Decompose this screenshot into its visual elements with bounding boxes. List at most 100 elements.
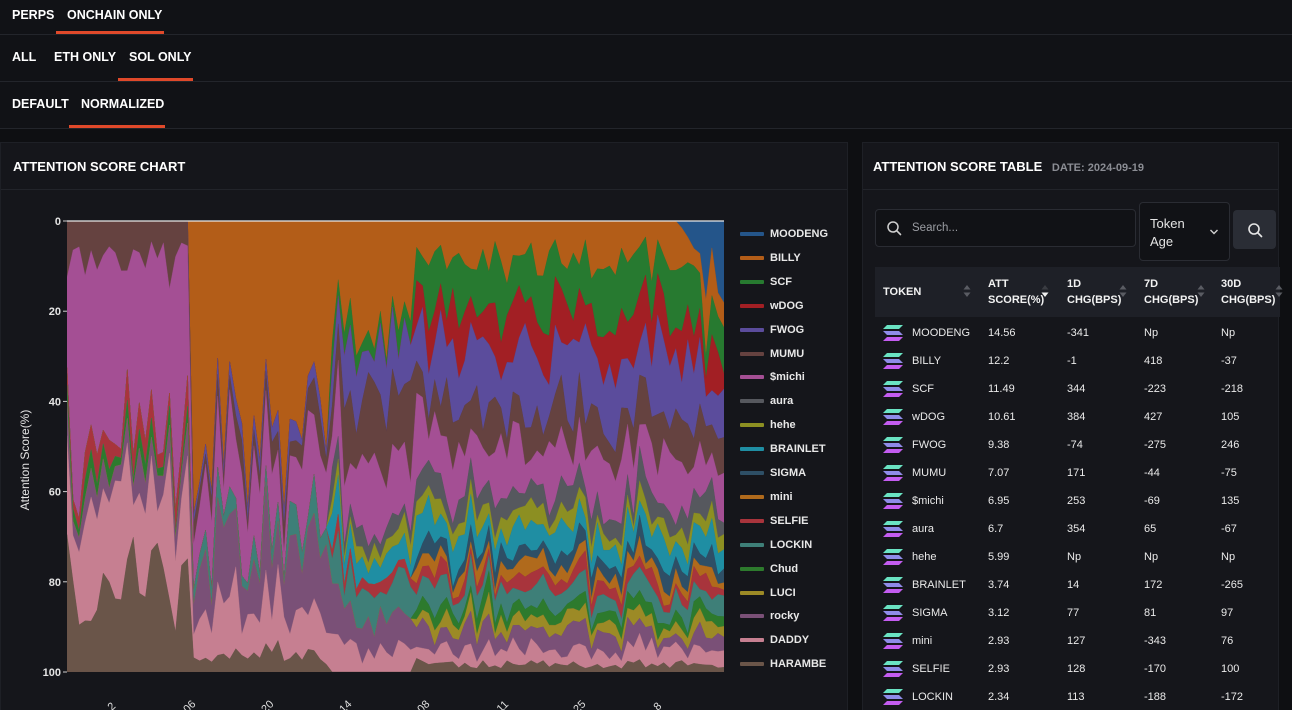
token-age-label: Token Age — [1150, 216, 1185, 249]
table-row[interactable]: $michi 6.95 253 -69 135 — [875, 487, 1280, 515]
solana-icon — [883, 661, 903, 677]
search-input[interactable] — [912, 222, 1112, 234]
att-score-cell: 10.61 — [988, 411, 1016, 423]
sort-icon[interactable] — [1197, 284, 1205, 298]
table-row[interactable]: aura 6.7 354 65 -67 — [875, 515, 1280, 543]
solana-icon — [883, 521, 903, 537]
chg-7d-cell: -188 — [1144, 691, 1167, 703]
legend-swatch — [740, 279, 764, 284]
legend-item[interactable]: Chud — [740, 561, 798, 577]
tab-chain-all[interactable]: ALL — [12, 35, 36, 81]
legend-label: HARAMBE — [770, 658, 827, 671]
legend-label: LOCKIN — [770, 538, 813, 551]
token-age-select[interactable]: Token Age — [1139, 202, 1230, 261]
tab-market-perps[interactable]: PERPS — [12, 0, 54, 34]
token-name[interactable]: BRAINLET — [912, 579, 966, 591]
sort-icon[interactable] — [1275, 284, 1283, 298]
sort-icon[interactable] — [963, 284, 971, 298]
legend-item[interactable]: wDOG — [740, 298, 804, 314]
legend-item[interactable]: FWOG — [740, 322, 804, 338]
table-row[interactable]: MUMU 7.07 171 -44 -75 — [875, 459, 1280, 487]
token-name[interactable]: SCF — [912, 383, 934, 395]
solana-icon — [883, 409, 903, 425]
tab-label: SOL ONLY — [129, 50, 192, 64]
chg-30d-cell: -75 — [1221, 467, 1237, 479]
legend-item[interactable]: HARAMBE — [740, 656, 826, 672]
chg-7d-cell: -275 — [1144, 439, 1167, 451]
solana-icon — [883, 577, 903, 593]
table-row[interactable]: SELFIE 2.93 128 -170 100 — [875, 655, 1280, 683]
chg-30d-cell: 97 — [1221, 607, 1234, 619]
tab-market-onchain-only[interactable]: ONCHAIN ONLY — [55, 0, 165, 34]
token-name[interactable]: hehe — [912, 551, 937, 563]
search-icon — [887, 221, 902, 236]
legend-item[interactable]: MOODENG — [740, 226, 828, 242]
y-tick-label: 0 — [55, 216, 61, 228]
legend-item[interactable]: SIGMA — [740, 465, 806, 481]
table-row[interactable]: MOODENG 14.56 -341 Np Np — [875, 319, 1280, 347]
x-tick-label: 11 — [495, 699, 512, 710]
legend-item[interactable]: hehe — [740, 417, 796, 433]
x-tick-label: 8 — [651, 700, 664, 710]
token-name[interactable]: wDOG — [912, 411, 945, 423]
chg-1d-cell: 171 — [1067, 467, 1086, 479]
column-header-token[interactable]: TOKEN — [883, 267, 943, 317]
legend-item[interactable]: BILLY — [740, 250, 801, 266]
token-name[interactable]: $michi — [912, 495, 944, 507]
tab-view-normalized[interactable]: NORMALIZED — [68, 82, 166, 128]
legend-item[interactable]: MUMU — [740, 346, 804, 362]
search-button[interactable] — [1233, 210, 1276, 249]
token-name[interactable]: SELFIE — [912, 663, 950, 675]
legend-item[interactable]: BRAINLET — [740, 441, 826, 457]
table-row[interactable]: SIGMA 3.12 77 81 97 — [875, 599, 1280, 627]
column-header-1d-chg-bps[interactable]: 1D CHG(BPS) — [1067, 267, 1129, 317]
legend-item[interactable]: $michi — [740, 369, 805, 385]
search-icon — [1247, 222, 1262, 237]
column-header-30d-chg-bps[interactable]: 30D CHG(BPS) — [1221, 267, 1283, 317]
token-name[interactable]: MUMU — [912, 467, 947, 479]
legend-item[interactable]: rocky — [740, 608, 799, 624]
sort-icon[interactable] — [1119, 284, 1127, 298]
tab-view-default[interactable]: DEFAULT — [12, 82, 69, 128]
table-row[interactable]: SCF 11.49 344 -223 -218 — [875, 375, 1280, 403]
table-row[interactable]: FWOG 9.38 -74 -275 246 — [875, 431, 1280, 459]
token-name[interactable]: mini — [912, 635, 933, 647]
table-row[interactable]: BRAINLET 3.74 14 172 -265 — [875, 571, 1280, 599]
solana-icon — [883, 465, 903, 481]
legend-item[interactable]: DADDY — [740, 632, 809, 648]
token-name[interactable]: FWOG — [912, 439, 947, 451]
legend-label: hehe — [770, 419, 796, 432]
chg-1d-cell: -341 — [1067, 327, 1090, 339]
table-row[interactable]: hehe 5.99 Np Np Np — [875, 543, 1280, 571]
legend-item[interactable]: SCF — [740, 274, 792, 290]
column-header-att-score[interactable]: ATT SCORE(%) — [988, 267, 1050, 317]
token-name[interactable]: BILLY — [912, 355, 942, 367]
legend-item[interactable]: LOCKIN — [740, 537, 812, 553]
chg-1d-cell: 344 — [1067, 383, 1086, 395]
token-name[interactable]: LOCKIN — [912, 691, 953, 703]
y-tick-label: 40 — [49, 396, 61, 408]
search-field[interactable] — [875, 209, 1136, 247]
table-row[interactable]: LOCKIN 2.34 113 -188 -172 — [875, 683, 1280, 710]
tab-label: ONCHAIN ONLY — [67, 8, 163, 22]
table-row[interactable]: BILLY 12.2 -1 418 -37 — [875, 347, 1280, 375]
column-header-7d-chg-bps[interactable]: 7D CHG(BPS) — [1144, 267, 1206, 317]
legend-swatch — [740, 232, 764, 236]
tab-chain-eth-only[interactable]: ETH ONLY — [54, 35, 116, 81]
token-name[interactable]: SIGMA — [912, 607, 948, 619]
token-name[interactable]: aura — [912, 523, 935, 535]
legend-item[interactable]: SELFIE — [740, 513, 809, 529]
legend-item[interactable]: LUCI — [740, 585, 796, 601]
legend-item[interactable]: aura — [740, 393, 793, 409]
legend-item[interactable]: mini — [740, 489, 793, 505]
token-name[interactable]: MOODENG — [912, 327, 971, 339]
legend-swatch — [740, 614, 764, 619]
table-row[interactable]: wDOG 10.61 384 427 105 — [875, 403, 1280, 431]
table-row[interactable]: mini 2.93 127 -343 76 — [875, 627, 1280, 655]
tab-label: ALL — [12, 50, 37, 64]
sort-desc-icon[interactable] — [1041, 284, 1049, 298]
tab-chain-sol-only[interactable]: SOL ONLY — [118, 35, 193, 81]
legend-label: SCF — [770, 275, 792, 288]
chart-title: ATTENTION SCORE CHART — [13, 159, 186, 174]
chain-filter-tabs: ALL ETH ONLY SOL ONLY — [0, 35, 1292, 82]
